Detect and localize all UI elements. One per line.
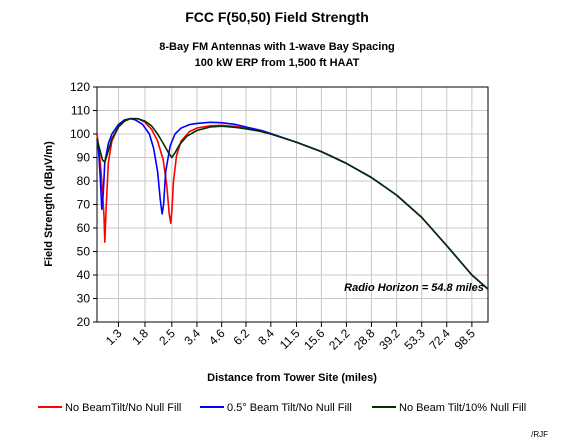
x-tick-label: 28.8 [351, 326, 378, 353]
x-tick-label: 72.4 [426, 326, 453, 353]
credit-label: /RJF [531, 430, 548, 439]
x-tick-label: 6.2 [230, 326, 252, 348]
x-tick-label: 8.4 [255, 326, 277, 348]
radio-horizon-annotation: Radio Horizon = 54.8 miles [344, 282, 484, 294]
x-tick-label: 53.3 [401, 326, 428, 353]
y-tick-label: 40 [77, 268, 91, 282]
y-tick-label: 90 [77, 151, 91, 165]
legend-label-1: No BeamTilt/No Null Fill [65, 402, 181, 414]
chart-legend: No BeamTilt/No Null Fill 0.5° Beam Tilt/N… [38, 402, 526, 414]
x-tick-label: 39.2 [376, 326, 403, 353]
x-tick-label: 3.4 [181, 326, 203, 348]
x-tick-label: 4.6 [206, 326, 228, 348]
y-tick-label: 20 [77, 315, 91, 329]
y-tick-label: 80 [77, 174, 91, 188]
y-tick-label: 70 [77, 198, 91, 212]
x-tick-label: 98.5 [452, 326, 479, 353]
chart-subtitle-line-1: 8-Bay FM Antennas with 1-wave Bay Spacin… [159, 41, 395, 53]
legend-label-2: 0.5° Beam Tilt/No Null Fill [227, 402, 352, 414]
x-axis-title: Distance from Tower Site (miles) [207, 372, 377, 384]
x-tick-label: 21.2 [326, 326, 353, 353]
y-tick-label: 100 [70, 127, 90, 141]
x-axis-ticks: 1.3 1.8 2.5 3.4 4.6 6.2 8.4 11.515.621.228.839.… [103, 322, 478, 353]
y-tick-label: 120 [70, 80, 90, 94]
y-tick-label: 60 [77, 221, 91, 235]
x-tick-label: 15.6 [301, 326, 328, 353]
series-lines [96, 117, 489, 290]
x-tick-label: 2.5 [156, 326, 178, 348]
x-tick-label: 1.8 [129, 326, 151, 348]
legend-label-3: No Beam Tilt/10% Null Fill [399, 402, 526, 414]
series-line-3 [96, 117, 489, 290]
chart-title: FCC F(50,50) Field Strength [185, 9, 369, 25]
series-line-1 [96, 117, 489, 290]
y-axis-ticks: 20 30 40 50 60 70 80 90 100 110 120 [70, 80, 97, 329]
x-tick-label: 11.5 [277, 326, 303, 352]
y-tick-label: 110 [71, 104, 90, 118]
series-line-2 [96, 117, 489, 290]
y-axis-title: Field Strength (dBµV/m) [43, 141, 55, 267]
y-tick-label: 30 [77, 292, 91, 306]
y-tick-label: 50 [77, 245, 91, 259]
chart-subtitle-line-2: 100 kW ERP from 1,500 ft HAAT [195, 57, 360, 69]
x-tick-label: 1.3 [103, 326, 125, 348]
